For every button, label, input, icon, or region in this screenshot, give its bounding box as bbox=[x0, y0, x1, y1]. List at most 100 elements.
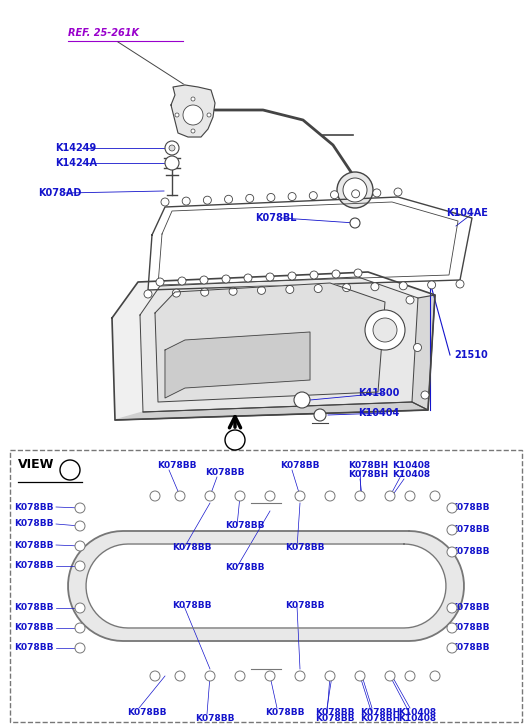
Text: K078BB: K078BB bbox=[225, 521, 264, 531]
Text: K078BB: K078BB bbox=[14, 502, 54, 512]
Text: K078BB: K078BB bbox=[172, 544, 212, 553]
Text: K104AE: K104AE bbox=[446, 208, 488, 218]
Polygon shape bbox=[165, 332, 310, 398]
Text: REF. 25-261K: REF. 25-261K bbox=[68, 28, 139, 38]
Text: K078BB: K078BB bbox=[14, 520, 54, 529]
Circle shape bbox=[172, 289, 180, 297]
Circle shape bbox=[75, 503, 85, 513]
Circle shape bbox=[385, 671, 395, 681]
Circle shape bbox=[400, 282, 408, 290]
Circle shape bbox=[266, 273, 274, 281]
Circle shape bbox=[325, 491, 335, 501]
Circle shape bbox=[430, 671, 440, 681]
Circle shape bbox=[288, 272, 296, 280]
Circle shape bbox=[200, 276, 208, 284]
Text: K078BB: K078BB bbox=[265, 708, 304, 717]
Circle shape bbox=[365, 310, 405, 350]
Circle shape bbox=[354, 269, 362, 277]
Circle shape bbox=[447, 503, 457, 513]
Text: K078BB: K078BB bbox=[225, 563, 264, 571]
Circle shape bbox=[337, 172, 373, 208]
Circle shape bbox=[169, 145, 175, 151]
Circle shape bbox=[175, 491, 185, 501]
Circle shape bbox=[203, 196, 211, 204]
Circle shape bbox=[235, 491, 245, 501]
Circle shape bbox=[75, 603, 85, 613]
Text: VIEW: VIEW bbox=[18, 458, 54, 471]
Circle shape bbox=[175, 113, 179, 117]
Circle shape bbox=[244, 274, 252, 282]
Circle shape bbox=[371, 283, 379, 291]
Circle shape bbox=[310, 271, 318, 279]
Text: K078BL: K078BL bbox=[255, 213, 296, 223]
Circle shape bbox=[150, 491, 160, 501]
Circle shape bbox=[75, 561, 85, 571]
Circle shape bbox=[447, 623, 457, 633]
Text: K1424A: K1424A bbox=[55, 158, 97, 168]
Circle shape bbox=[314, 409, 326, 421]
Text: K078BB: K078BB bbox=[450, 547, 489, 556]
Text: K078BH: K078BH bbox=[348, 461, 388, 470]
Circle shape bbox=[330, 190, 338, 198]
Circle shape bbox=[265, 491, 275, 501]
Circle shape bbox=[246, 194, 254, 202]
Circle shape bbox=[405, 491, 415, 501]
Circle shape bbox=[325, 671, 335, 681]
Text: A: A bbox=[231, 435, 238, 444]
Circle shape bbox=[309, 192, 317, 200]
Circle shape bbox=[165, 156, 179, 170]
Circle shape bbox=[343, 178, 367, 202]
Circle shape bbox=[225, 196, 232, 204]
Circle shape bbox=[161, 198, 169, 206]
Text: K078BB: K078BB bbox=[315, 708, 354, 717]
Circle shape bbox=[314, 284, 322, 292]
Polygon shape bbox=[112, 272, 435, 420]
Circle shape bbox=[165, 141, 179, 155]
Circle shape bbox=[286, 286, 294, 294]
Bar bbox=[10, 450, 522, 722]
Circle shape bbox=[288, 193, 296, 201]
Text: K078AD: K078AD bbox=[38, 188, 81, 198]
Circle shape bbox=[144, 290, 152, 298]
Text: K078BB: K078BB bbox=[285, 544, 325, 553]
Circle shape bbox=[205, 491, 215, 501]
Circle shape bbox=[75, 541, 85, 551]
Circle shape bbox=[447, 603, 457, 613]
Circle shape bbox=[332, 270, 340, 278]
Circle shape bbox=[406, 296, 414, 304]
Circle shape bbox=[235, 671, 245, 681]
Text: K078BB: K078BB bbox=[450, 624, 489, 632]
Circle shape bbox=[373, 318, 397, 342]
Text: K078BB: K078BB bbox=[157, 461, 196, 470]
Circle shape bbox=[413, 343, 421, 351]
Circle shape bbox=[75, 521, 85, 531]
Circle shape bbox=[257, 286, 265, 294]
Circle shape bbox=[350, 218, 360, 228]
Text: K078BB: K078BB bbox=[14, 643, 54, 653]
Text: K078BB: K078BB bbox=[127, 708, 167, 717]
Circle shape bbox=[456, 280, 464, 288]
Circle shape bbox=[430, 491, 440, 501]
Circle shape bbox=[207, 113, 211, 117]
Circle shape bbox=[355, 491, 365, 501]
Polygon shape bbox=[68, 531, 464, 641]
Circle shape bbox=[225, 430, 245, 450]
Polygon shape bbox=[171, 85, 215, 137]
Circle shape bbox=[156, 278, 164, 286]
Text: K078BB: K078BB bbox=[14, 561, 54, 571]
Text: K41800: K41800 bbox=[358, 388, 400, 398]
Text: K078BB: K078BB bbox=[315, 714, 354, 723]
Circle shape bbox=[447, 547, 457, 557]
Circle shape bbox=[385, 491, 395, 501]
Text: K078BB: K078BB bbox=[205, 468, 245, 477]
Circle shape bbox=[355, 671, 365, 681]
Circle shape bbox=[205, 671, 215, 681]
Text: K078BB: K078BB bbox=[450, 643, 489, 653]
Circle shape bbox=[75, 623, 85, 633]
Text: K078BB: K078BB bbox=[450, 603, 489, 613]
Circle shape bbox=[447, 525, 457, 535]
Polygon shape bbox=[115, 402, 428, 420]
Text: K078BB: K078BB bbox=[280, 461, 320, 470]
Text: K078BB: K078BB bbox=[172, 601, 212, 611]
Text: K078BB: K078BB bbox=[450, 526, 489, 534]
